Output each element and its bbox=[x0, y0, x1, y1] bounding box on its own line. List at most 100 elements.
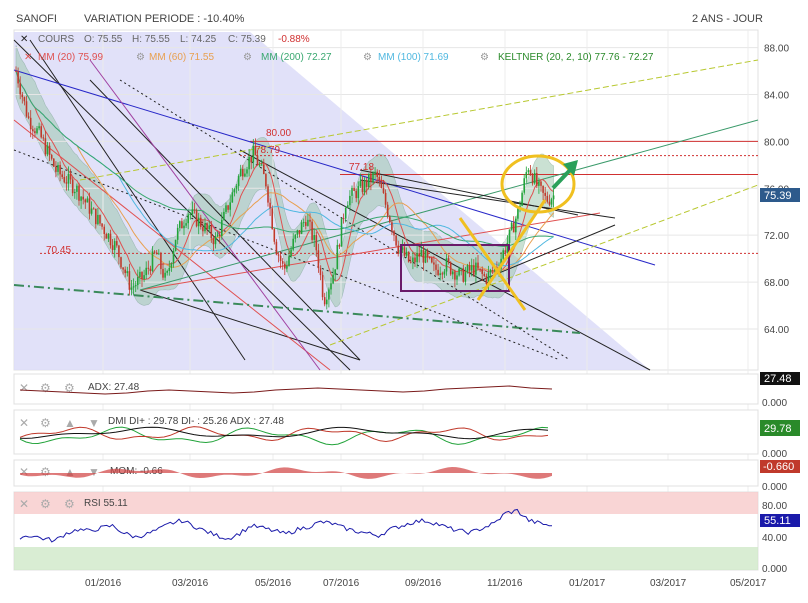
candle-body bbox=[155, 252, 158, 255]
gear-icon[interactable]: ⚙ bbox=[64, 497, 75, 511]
consolidation-box bbox=[400, 244, 510, 292]
candle-body bbox=[300, 222, 303, 234]
candle-body bbox=[132, 286, 135, 288]
mm60-label: MM (60) 71.55 bbox=[149, 52, 214, 63]
candle-body bbox=[214, 236, 217, 245]
candle-body bbox=[273, 229, 276, 242]
candle-body bbox=[477, 262, 479, 269]
adx-toolbar: ✕ ⚙ ⚙ bbox=[19, 381, 75, 395]
candle-body bbox=[347, 205, 349, 209]
arrow-down-icon[interactable]: ▼ bbox=[88, 416, 100, 430]
gear-icon[interactable]: ⚙ bbox=[40, 465, 51, 479]
arrow-up-icon[interactable]: ▲ bbox=[64, 465, 76, 479]
candle-body bbox=[473, 265, 475, 275]
candle-body bbox=[107, 233, 110, 239]
quote-low: L: 74.25 bbox=[180, 34, 217, 45]
candle-body bbox=[420, 249, 423, 257]
close-x-icon[interactable]: ✕ bbox=[19, 497, 29, 511]
gear-icon[interactable]: ⚙ bbox=[40, 381, 51, 395]
candle-body bbox=[361, 181, 364, 193]
candle-body bbox=[19, 83, 21, 95]
candle-body bbox=[176, 227, 179, 240]
candle-body bbox=[431, 257, 433, 263]
close-x-icon[interactable]: ✕ bbox=[19, 465, 29, 479]
trendline-2 bbox=[29, 39, 246, 361]
candle-body bbox=[485, 275, 488, 284]
candle-body bbox=[23, 97, 26, 102]
trendline-red-2 bbox=[139, 212, 601, 291]
candle-body bbox=[284, 263, 286, 269]
candle-body bbox=[134, 285, 137, 287]
candle-body bbox=[92, 208, 95, 210]
candle-body bbox=[470, 265, 473, 271]
candle-body bbox=[466, 265, 469, 273]
candle-body bbox=[265, 174, 267, 187]
candle-body bbox=[454, 271, 456, 280]
candle-body bbox=[445, 258, 448, 272]
candle-body bbox=[179, 221, 181, 228]
candle-body bbox=[189, 213, 192, 215]
candle-body bbox=[368, 173, 370, 188]
price-levels bbox=[40, 140, 758, 254]
candle-body bbox=[149, 268, 152, 272]
level-label-77: 77.18 bbox=[349, 162, 374, 173]
candle-body bbox=[418, 253, 420, 257]
candle-body bbox=[48, 145, 51, 155]
level-label-80: 80.00 bbox=[266, 128, 291, 139]
candle-body bbox=[235, 186, 238, 190]
gear-icon[interactable]: ⚙ bbox=[64, 381, 75, 395]
close-x-icon[interactable]: ✕ bbox=[20, 34, 28, 45]
candle-body bbox=[305, 222, 307, 226]
trendline-green bbox=[139, 119, 759, 291]
candle-body bbox=[521, 192, 523, 206]
candle-body bbox=[116, 241, 118, 246]
dmi-plus-line bbox=[19, 426, 549, 446]
candle-body bbox=[546, 195, 549, 202]
dmi-label: DMI DI+ : 29.78 DI- : 25.26 ADX : 27.48 bbox=[108, 416, 284, 427]
candle-body bbox=[109, 233, 112, 246]
close-x-icon[interactable]: ✕ bbox=[19, 381, 29, 395]
candle-body bbox=[462, 268, 465, 282]
candle-body bbox=[42, 137, 45, 139]
gear-icon[interactable]: ⚙ bbox=[480, 52, 489, 63]
arrow-up-icon[interactable]: ▲ bbox=[64, 416, 76, 430]
close-x-icon[interactable]: ✕ bbox=[19, 416, 29, 430]
candle-body bbox=[61, 174, 63, 177]
candle-body bbox=[174, 239, 177, 251]
rsi-line bbox=[19, 508, 552, 543]
candle-body bbox=[256, 155, 259, 165]
candle-body bbox=[365, 180, 368, 188]
candle-body bbox=[32, 129, 34, 132]
rsi-badge: 55.11 bbox=[764, 515, 791, 527]
candle-body bbox=[151, 251, 154, 272]
close-x-icon[interactable]: ✕ bbox=[24, 52, 32, 63]
candle-body bbox=[437, 269, 439, 275]
trendline-5 bbox=[139, 289, 361, 361]
candle-body bbox=[141, 271, 143, 279]
candle-body bbox=[130, 287, 133, 290]
gear-icon[interactable]: ⚙ bbox=[136, 52, 145, 63]
candle-body bbox=[307, 219, 309, 226]
gear-icon[interactable]: ⚙ bbox=[40, 416, 51, 430]
candle-body bbox=[447, 258, 450, 263]
candle-body bbox=[74, 191, 76, 194]
time-tick-label: 05/2016 bbox=[255, 578, 292, 589]
candle-body bbox=[550, 199, 553, 205]
candle-body bbox=[517, 207, 519, 219]
candle-body bbox=[191, 209, 194, 214]
candle-body bbox=[244, 173, 246, 177]
candle-body bbox=[206, 223, 208, 230]
gear-icon[interactable]: ⚙ bbox=[40, 497, 51, 511]
candle-body bbox=[113, 241, 116, 250]
candle-body bbox=[336, 244, 339, 270]
candle-body bbox=[128, 271, 131, 290]
symbol-name: SANOFI bbox=[16, 13, 57, 25]
candle-body bbox=[267, 186, 269, 203]
gear-icon[interactable]: ⚙ bbox=[243, 52, 252, 63]
candle-body bbox=[160, 253, 162, 269]
candle-body bbox=[281, 261, 284, 264]
candle-body bbox=[544, 192, 546, 196]
gear-icon[interactable]: ⚙ bbox=[363, 52, 372, 63]
trendline-purple bbox=[89, 59, 321, 371]
arrow-down-icon[interactable]: ▼ bbox=[88, 465, 100, 479]
